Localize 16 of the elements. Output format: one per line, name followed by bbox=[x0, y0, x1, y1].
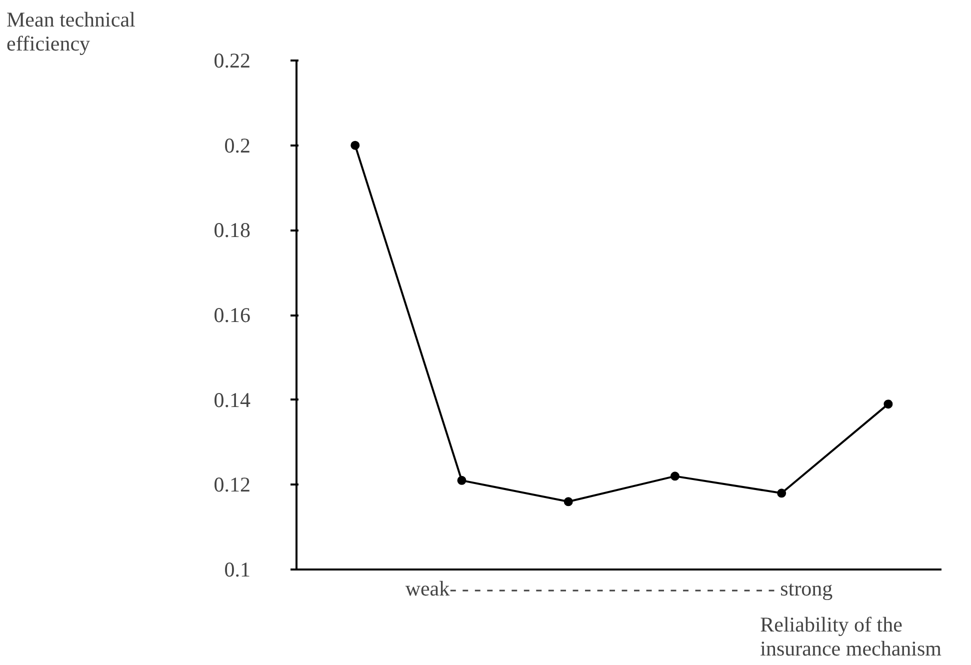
point bbox=[884, 400, 893, 409]
x-axis-title: Reliability of the insurance mechanism bbox=[760, 612, 942, 660]
y-tick-label: 0.14 bbox=[214, 388, 251, 412]
text: weak- - - - - - - - - - - - - - - - - - - - - - - - - - - strong bbox=[405, 576, 834, 600]
point bbox=[350, 140, 360, 150]
y-tick-label: 0.16 bbox=[214, 303, 250, 327]
point bbox=[457, 476, 466, 485]
point bbox=[564, 497, 573, 506]
y-tick-label: 0.18 bbox=[214, 218, 250, 242]
y-tick-label: 0.22 bbox=[214, 48, 250, 72]
y-tick-label: 0.12 bbox=[214, 472, 250, 497]
point bbox=[670, 472, 680, 481]
y-axis-title: Mean technical efficiency bbox=[6, 8, 136, 56]
y-tick-label: 0.2 bbox=[224, 133, 250, 158]
point bbox=[777, 488, 786, 498]
y-tick-label: 0.1 bbox=[224, 558, 250, 582]
